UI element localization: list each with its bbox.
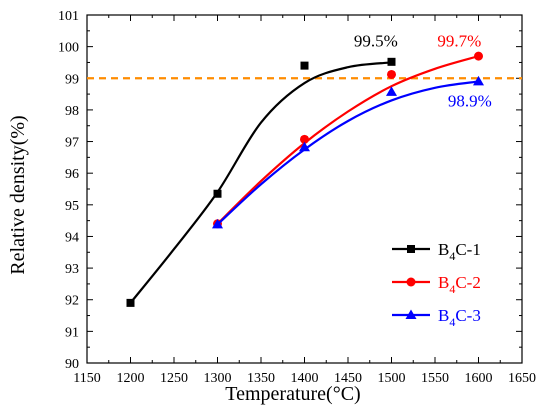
data-label: 99.5% — [354, 32, 398, 51]
x-tick-label: 1300 — [204, 371, 232, 386]
y-tick-label: 100 — [58, 41, 79, 56]
y-tick-label: 101 — [58, 9, 79, 24]
y-tick-label: 98 — [65, 104, 79, 119]
data-point — [300, 134, 309, 144]
data-point — [474, 51, 483, 61]
data-label: 98.9% — [448, 92, 492, 111]
data-point — [212, 218, 223, 229]
data-point — [386, 86, 397, 96]
data-point — [213, 189, 222, 198]
x-tick-label: 1150 — [73, 371, 100, 386]
legend-marker — [406, 277, 416, 287]
y-tick-label: 91 — [65, 325, 79, 340]
data-point — [299, 141, 310, 152]
legend: B4C-1 B4C-2 B4C-3 — [392, 240, 481, 329]
y-tick-label: 95 — [65, 199, 79, 214]
y-tick-label: 90 — [65, 357, 79, 372]
legend-marker — [407, 245, 415, 253]
y-tick-label: 96 — [65, 167, 79, 182]
data-point — [300, 61, 309, 70]
series-line — [216, 55, 479, 225]
x-tick-label: 1550 — [421, 371, 449, 386]
data-point — [387, 69, 396, 79]
y-tick-label: 97 — [65, 136, 79, 151]
data-label: 99.7% — [437, 32, 481, 51]
x-axis-title: Temperature(°C) — [225, 383, 360, 405]
axis-titles: Temperature(°C) Relative density(%) — [7, 115, 361, 405]
x-tick-label: 1600 — [465, 371, 493, 386]
y-tick-label: 99 — [65, 72, 79, 87]
x-tick-label: 1400 — [291, 371, 319, 386]
y-tick-label: 92 — [65, 294, 79, 309]
y-axis-title: Relative density(%) — [7, 115, 29, 274]
data-point — [387, 57, 396, 66]
legend-entry: B4C-3 — [392, 306, 481, 329]
x-tick-label: 1450 — [334, 371, 362, 386]
legend-marker — [405, 309, 417, 319]
annotations-group: 99.5% 99.7% 98.9% — [354, 32, 492, 111]
x-tick-label: 1350 — [247, 371, 275, 386]
series-3 — [212, 75, 484, 229]
legend-entry: B4C-1 — [392, 240, 481, 263]
x-tick-label: 1650 — [508, 371, 536, 386]
data-point — [126, 298, 135, 307]
x-tick-label: 1500 — [378, 371, 406, 386]
x-tick-label: 1200 — [117, 371, 145, 386]
legend-label: B4C-3 — [438, 306, 481, 329]
legend-entry: B4C-2 — [392, 273, 481, 296]
series-line — [216, 80, 479, 226]
series-group — [126, 51, 484, 307]
series-line — [129, 61, 392, 304]
axes: 1150 1200 1250 1300 1350 1400 1450 1500 1550 1600… — [58, 9, 536, 386]
series-1 — [126, 57, 396, 307]
legend-label: B4C-1 — [438, 240, 481, 263]
series-2 — [213, 51, 483, 229]
y-tick-label: 94 — [65, 230, 79, 245]
x-tick-label: 1250 — [160, 371, 188, 386]
legend-label: B4C-2 — [438, 273, 481, 296]
y-tick-label: 93 — [65, 262, 79, 277]
data-point — [473, 75, 484, 86]
